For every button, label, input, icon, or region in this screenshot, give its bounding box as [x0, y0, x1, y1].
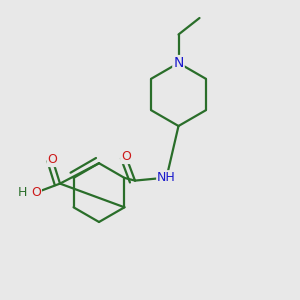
Text: O: O — [121, 150, 131, 163]
Text: H: H — [18, 186, 27, 199]
Text: N: N — [173, 56, 184, 70]
Text: O: O — [48, 153, 57, 166]
Text: O: O — [31, 186, 41, 199]
Text: NH: NH — [157, 171, 176, 184]
